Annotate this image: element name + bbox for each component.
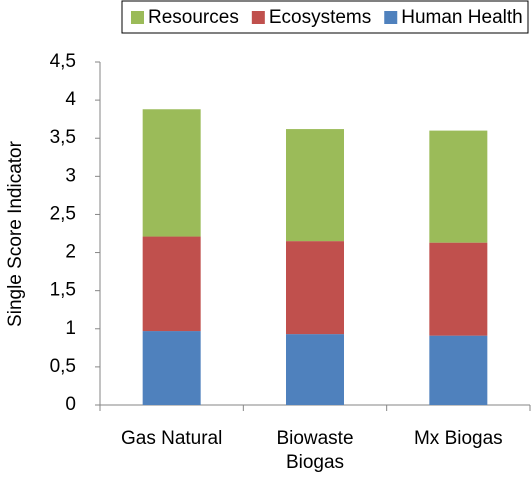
legend-label: Human Health xyxy=(401,7,522,28)
legend-label: Resources xyxy=(148,7,239,28)
legend-swatch xyxy=(384,11,398,24)
y-tick-label: 1,5 xyxy=(50,280,76,301)
x-tick-label: Gas Natural xyxy=(120,428,223,449)
legend-box xyxy=(121,0,529,34)
bar-segment xyxy=(142,109,201,237)
bar-segment xyxy=(429,130,488,243)
y-tick-label: 3,5 xyxy=(50,127,76,148)
bar-segment xyxy=(142,331,201,405)
bar-segment xyxy=(286,241,344,335)
bar-segment xyxy=(142,236,201,332)
legend-swatch xyxy=(251,11,265,24)
y-tick-label: 2 xyxy=(65,242,76,263)
y-tick-label: 3 xyxy=(65,165,76,186)
y-tick-label: 0 xyxy=(65,394,76,415)
bar-segment xyxy=(286,334,344,405)
y-tick-label: 2,5 xyxy=(50,203,76,224)
y-tick-label: 4 xyxy=(65,89,76,110)
y-tick-label: 4,5 xyxy=(50,51,76,72)
x-tick-label: Mx Biogas xyxy=(413,428,503,449)
legend-label: Ecosystems xyxy=(269,7,371,28)
y-tick-label: 1 xyxy=(65,318,76,339)
legend-swatch xyxy=(131,11,144,24)
bar-segment xyxy=(429,242,488,336)
bar-segment xyxy=(429,335,488,405)
y-axis-label: Single Score Indicator xyxy=(5,140,26,327)
x-tick-label: Biowaste Biogas xyxy=(276,428,354,473)
y-tick-label: 0,5 xyxy=(50,356,76,377)
bar-segment xyxy=(286,129,344,242)
